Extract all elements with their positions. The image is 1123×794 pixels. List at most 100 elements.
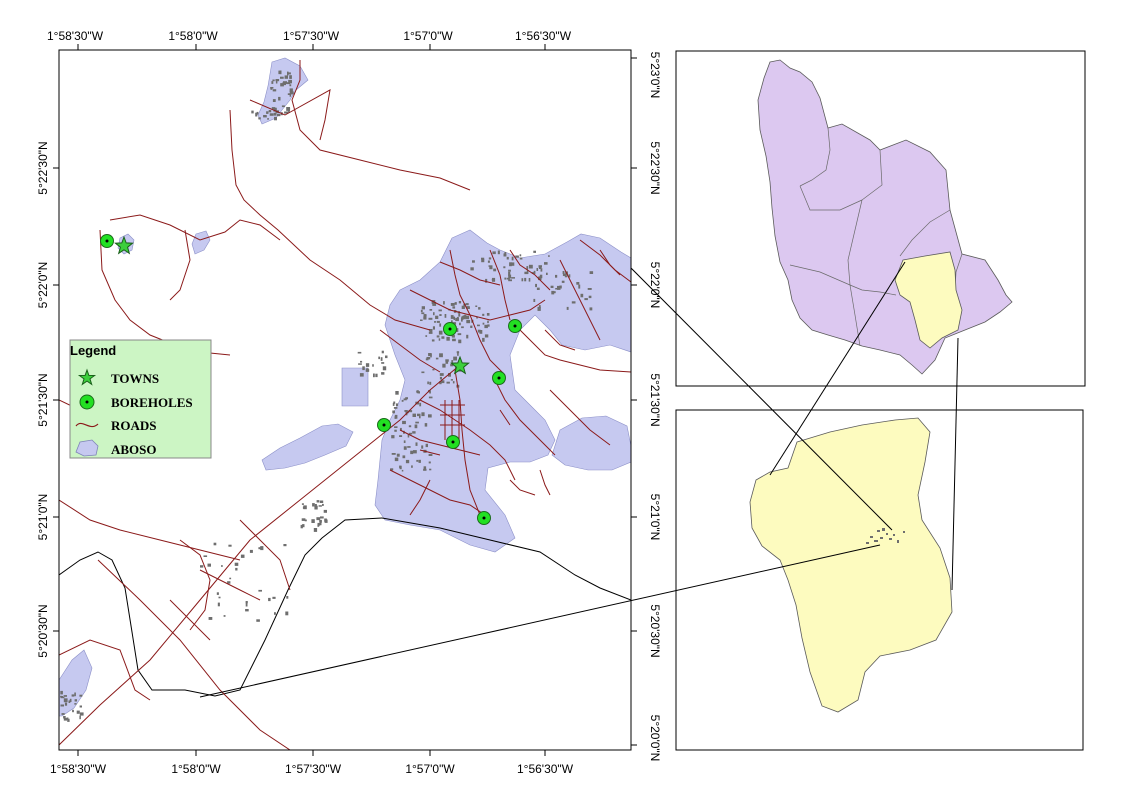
building xyxy=(578,284,581,289)
borehole-marker-dot xyxy=(513,324,517,328)
building xyxy=(284,75,288,79)
building xyxy=(240,554,245,558)
building xyxy=(269,113,274,116)
building xyxy=(408,425,412,428)
building xyxy=(381,350,384,354)
building xyxy=(466,306,470,309)
building xyxy=(423,466,427,470)
road-line xyxy=(179,539,211,631)
building xyxy=(405,397,408,400)
building xyxy=(313,528,318,532)
building xyxy=(432,368,435,371)
bottom-tick-label: 1°58'30"W xyxy=(50,762,107,776)
building xyxy=(436,335,440,338)
building xyxy=(486,313,490,316)
building xyxy=(408,410,413,413)
building xyxy=(399,428,402,431)
settlement-mark xyxy=(882,528,885,531)
building xyxy=(526,266,529,270)
building xyxy=(446,381,450,384)
building xyxy=(289,91,294,95)
building xyxy=(69,698,72,702)
building xyxy=(461,305,465,309)
district-line xyxy=(799,127,831,187)
borehole-marker-dot xyxy=(497,376,501,380)
connector-line xyxy=(951,337,959,591)
building xyxy=(64,702,68,706)
building xyxy=(421,445,424,449)
building xyxy=(287,93,291,95)
bottom-tick-label: 1°57'30"W xyxy=(285,762,342,776)
building xyxy=(453,356,457,361)
building xyxy=(287,72,291,75)
building xyxy=(506,256,509,260)
building xyxy=(63,716,66,719)
building xyxy=(288,79,292,84)
road-line xyxy=(539,469,551,496)
building xyxy=(487,260,490,263)
building xyxy=(200,565,204,568)
building xyxy=(428,414,432,418)
left-tick-label: 5°20'30"N xyxy=(36,604,50,657)
building xyxy=(391,453,396,455)
building xyxy=(289,75,292,79)
building xyxy=(280,83,284,87)
boundary-lines xyxy=(59,517,631,697)
building xyxy=(421,306,425,310)
building xyxy=(76,710,80,714)
district-line xyxy=(861,149,883,201)
road-line xyxy=(169,229,191,301)
building xyxy=(450,363,454,367)
building xyxy=(538,305,541,309)
building xyxy=(272,79,275,82)
building xyxy=(235,567,238,571)
building xyxy=(445,359,449,362)
building xyxy=(216,592,219,595)
building xyxy=(450,379,453,381)
building xyxy=(273,112,277,116)
right-tick-label: 5°20'0"N xyxy=(648,715,662,762)
building xyxy=(228,544,232,547)
bottom-tick-label: 1°56'30"W xyxy=(517,762,574,776)
road-grid xyxy=(419,400,511,456)
building xyxy=(528,264,533,269)
building xyxy=(417,413,421,417)
building xyxy=(477,329,481,333)
town-marker xyxy=(450,355,470,375)
building xyxy=(477,324,480,327)
building xyxy=(429,329,433,333)
building xyxy=(429,309,433,311)
building xyxy=(312,503,315,507)
top-tick-label: 1°58'0"W xyxy=(168,29,218,43)
building xyxy=(456,351,460,354)
building xyxy=(478,307,481,310)
building xyxy=(536,287,540,290)
borehole-marker-dot xyxy=(382,423,386,427)
road-line xyxy=(239,519,291,591)
boreholes xyxy=(100,234,522,525)
building xyxy=(528,278,531,282)
legend-label-towns: TOWNS xyxy=(111,371,159,386)
building xyxy=(274,612,276,615)
building xyxy=(407,434,410,438)
borehole-marker-dot xyxy=(105,239,109,243)
right-tick-label: 5°20'30"N xyxy=(648,604,662,657)
building xyxy=(421,371,425,374)
building xyxy=(403,440,406,443)
building xyxy=(381,362,385,364)
settlement-mark xyxy=(903,531,905,533)
legend-label-roads: ROADS xyxy=(111,418,157,433)
building xyxy=(412,431,416,434)
building xyxy=(268,110,272,113)
building xyxy=(380,357,383,361)
building xyxy=(63,718,68,721)
building xyxy=(288,107,291,110)
road-line xyxy=(169,599,211,641)
building xyxy=(508,271,511,276)
building xyxy=(74,703,77,705)
building xyxy=(435,357,439,360)
roads-network xyxy=(59,60,631,750)
building xyxy=(72,709,74,713)
building xyxy=(451,334,455,337)
